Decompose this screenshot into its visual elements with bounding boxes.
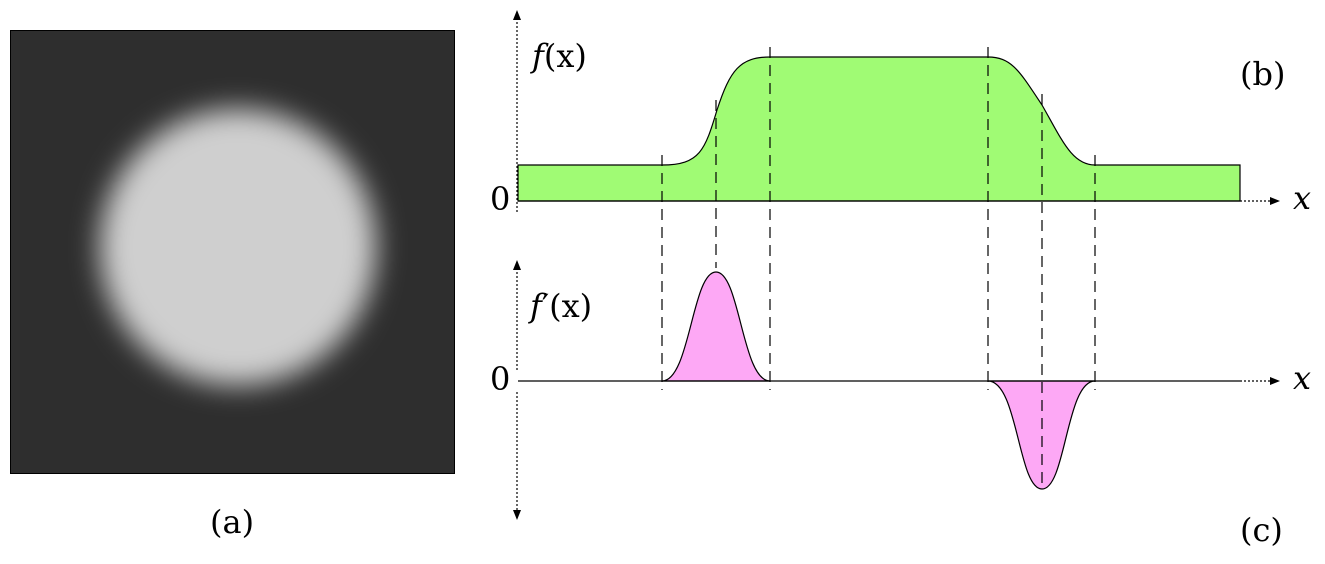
fprime-zero-label: 0: [490, 360, 511, 398]
panel-a-caption: (a): [210, 503, 255, 541]
f-curve-area: [517, 56, 1241, 202]
f-zero-label: 0: [490, 180, 511, 218]
bright-disc: [100, 109, 376, 385]
blurred-disc-image: [10, 30, 455, 474]
derivative-positive-bump: [661, 271, 771, 382]
dashed-guides: [661, 47, 1096, 490]
f-x-label: x: [1293, 179, 1312, 217]
derivative-negative-bump: [987, 380, 1096, 490]
panel-b-caption: (b): [1240, 55, 1286, 93]
panel-c-caption: (c): [1240, 511, 1283, 549]
axes: [513, 10, 1280, 520]
fprime-x-label: x: [1293, 359, 1312, 397]
f-axis-label: f(x): [532, 37, 587, 75]
blurred-disc-svg: [11, 31, 454, 473]
fprime-axis-label: f′(x): [530, 287, 593, 325]
